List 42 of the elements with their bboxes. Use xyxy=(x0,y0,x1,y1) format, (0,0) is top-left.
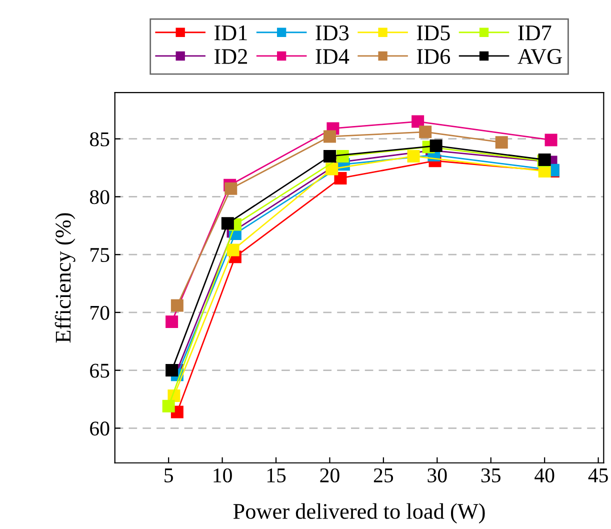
point xyxy=(407,150,420,162)
x-tick-label: 45 xyxy=(588,468,608,482)
legend-label: ID4 xyxy=(316,49,350,64)
legend-label: ID1 xyxy=(214,25,247,40)
x-tick-label: 20 xyxy=(320,468,340,482)
point xyxy=(430,140,442,152)
x-axis-title: Power delivered to load (W) xyxy=(233,503,485,524)
legend-label: ID5 xyxy=(416,26,450,40)
point xyxy=(323,150,336,162)
legend-label: AVG xyxy=(518,49,562,64)
point xyxy=(412,115,424,128)
y-tick-label: 60 xyxy=(90,422,110,436)
legend-label: ID6 xyxy=(416,49,450,64)
x-tick-label: 35 xyxy=(481,468,500,482)
x-tick-label: 25 xyxy=(374,468,394,482)
legend-label: ID2 xyxy=(214,49,248,64)
point xyxy=(221,217,234,230)
y-tick-label: 75 xyxy=(90,248,110,262)
point xyxy=(162,400,175,412)
x-tick-label: 30 xyxy=(428,468,447,482)
y-tick-label: 85 xyxy=(90,132,110,146)
point xyxy=(170,299,184,312)
y-tick-label: 65 xyxy=(90,364,110,378)
x-tick-label: 10 xyxy=(214,468,232,482)
point xyxy=(166,315,178,328)
point xyxy=(326,162,338,176)
y-tick-label: 70 xyxy=(90,306,110,320)
point xyxy=(166,364,178,377)
x-tick-label: 15 xyxy=(267,468,286,482)
x-tick-label: 5 xyxy=(164,468,173,482)
point xyxy=(419,126,432,138)
y-tick-label: 80 xyxy=(90,190,110,204)
legend-label: ID3 xyxy=(316,25,349,40)
x-tick-label: 40 xyxy=(534,468,554,482)
y-axis-title: Efficiency (%) xyxy=(54,213,76,343)
legend-label: ID7 xyxy=(518,26,552,40)
point xyxy=(323,130,336,143)
point xyxy=(224,182,238,195)
point xyxy=(544,134,558,146)
point xyxy=(495,136,508,149)
point xyxy=(334,172,347,184)
point xyxy=(226,244,240,256)
